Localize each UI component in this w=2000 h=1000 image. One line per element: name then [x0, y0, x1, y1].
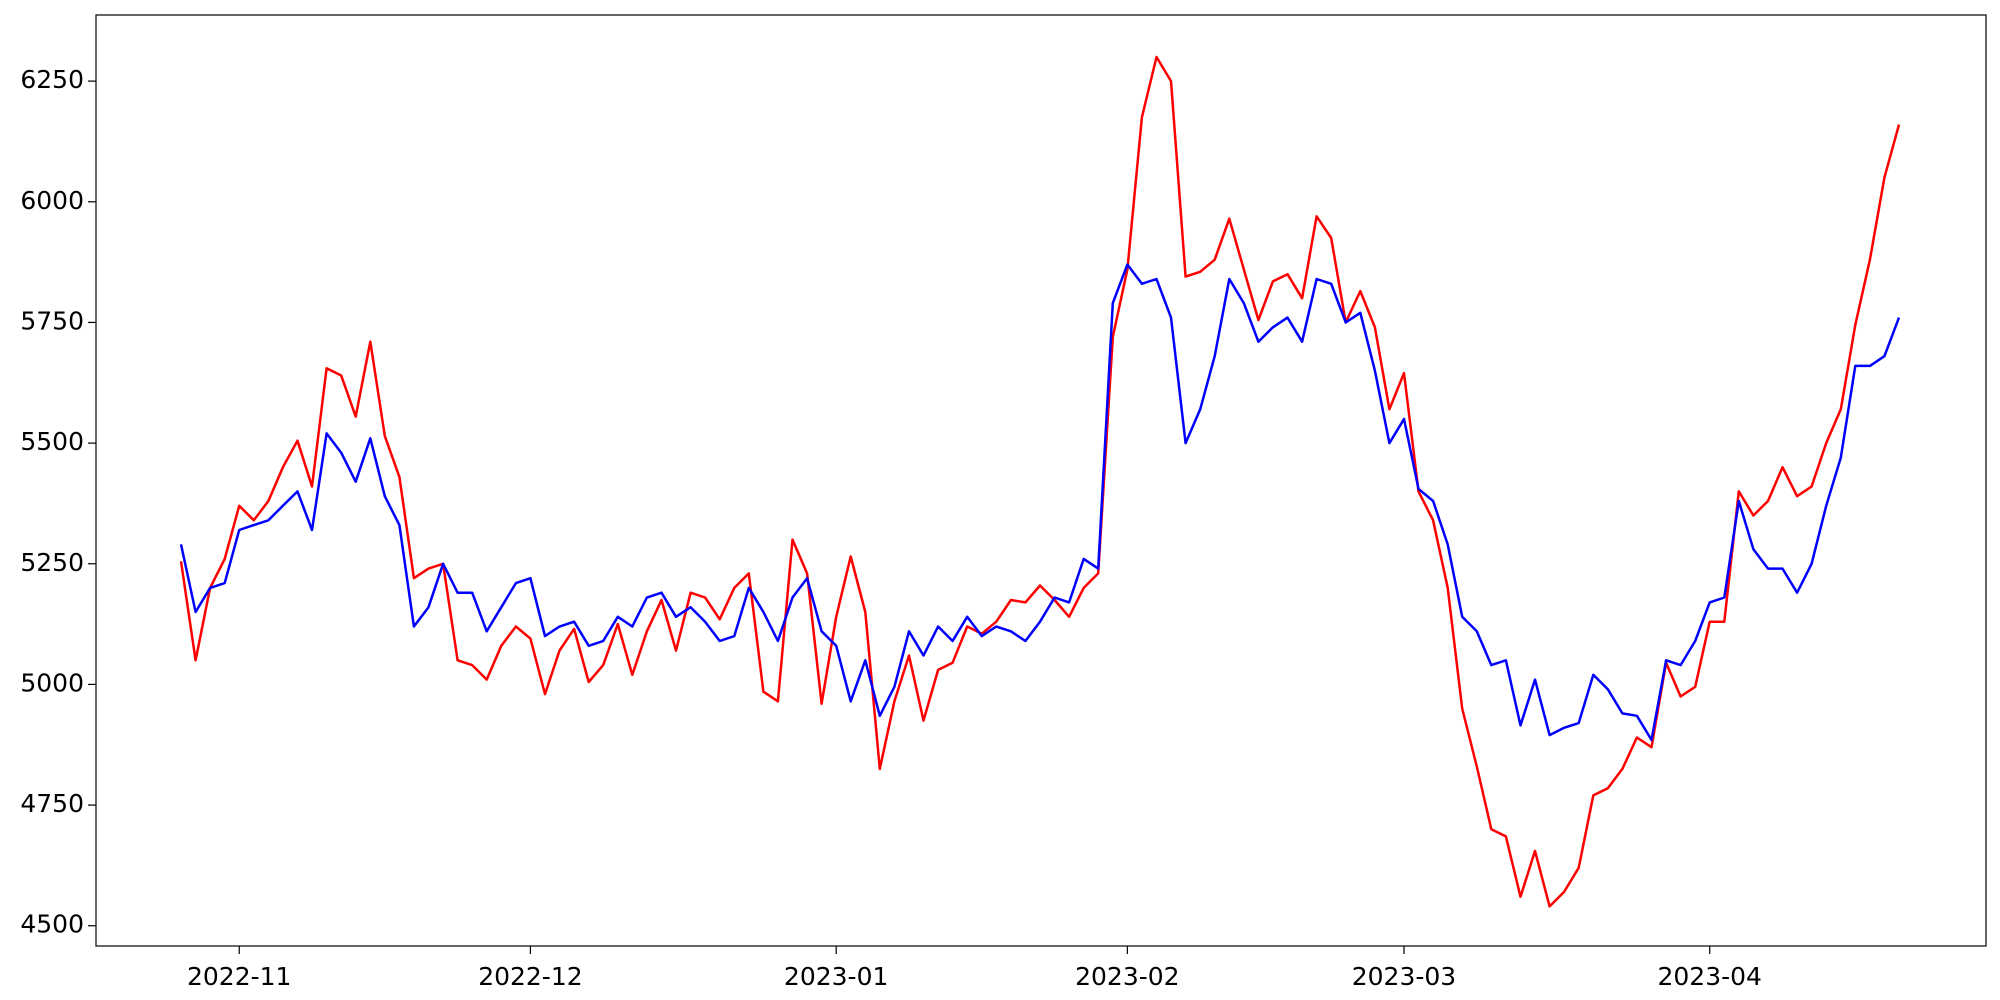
series-line	[179, 263, 1901, 742]
x-tick-label: 2022-12	[478, 962, 582, 991]
y-tick-label: 6000	[20, 186, 84, 215]
y-tick-label: 4750	[20, 789, 84, 818]
x-tick-label: 2023-02	[1075, 962, 1179, 991]
x-tick-label: 2023-01	[784, 962, 888, 991]
plot-frame	[95, 14, 1987, 947]
y-tick-label: 5250	[20, 548, 84, 577]
y-tick-label: 6250	[20, 65, 84, 94]
series-line	[179, 55, 1901, 908]
x-tick-label: 2023-03	[1352, 962, 1456, 991]
x-tick-label: 2023-04	[1657, 962, 1761, 991]
x-tick-label: 2022-11	[187, 962, 291, 991]
y-tick-label: 5500	[20, 427, 84, 456]
y-tick-label: 4500	[20, 910, 84, 939]
y-tick-label: 5000	[20, 668, 84, 697]
y-tick-label: 5750	[20, 306, 84, 335]
